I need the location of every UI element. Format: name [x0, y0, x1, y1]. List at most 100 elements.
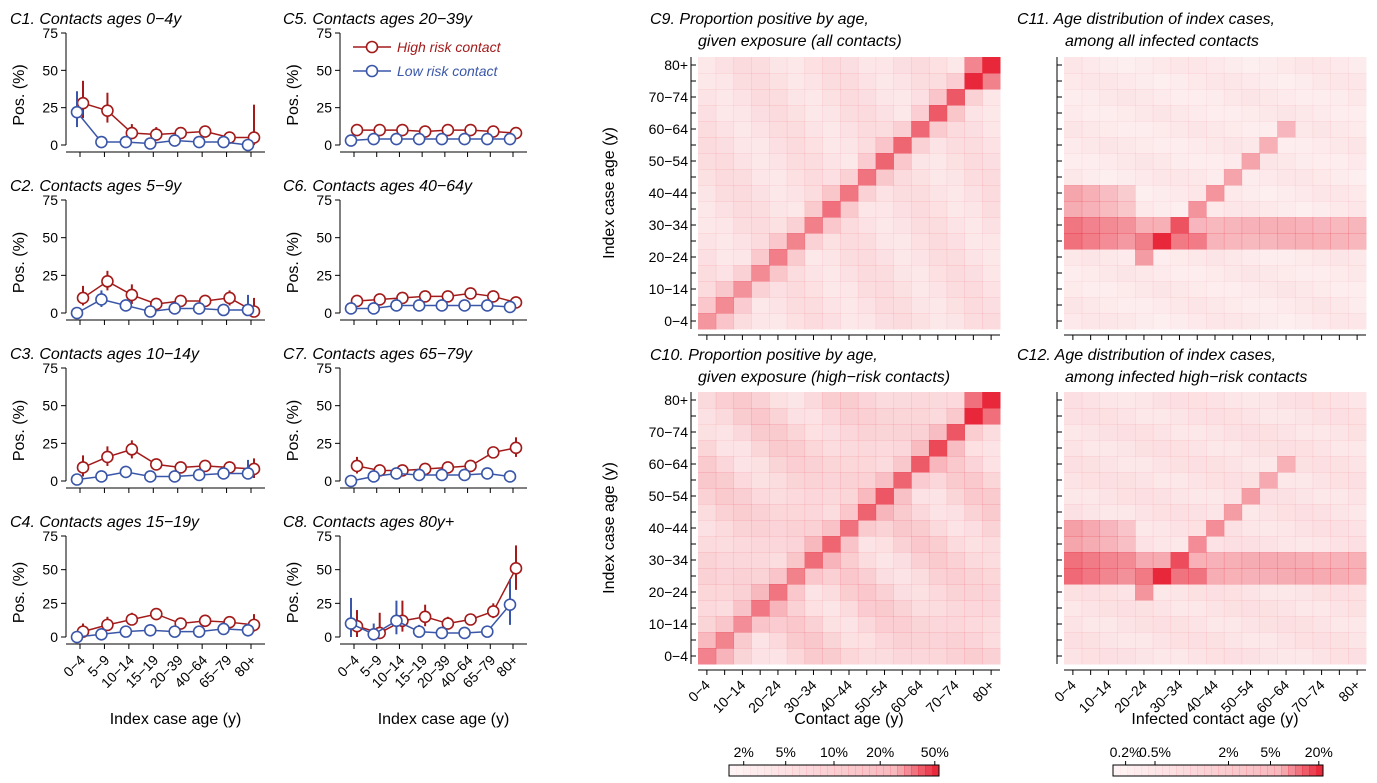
- heatmap-cell: [1135, 73, 1154, 90]
- colorbar-step: [1204, 765, 1212, 776]
- heatmap-cell: [911, 648, 930, 665]
- heatmap-cell: [1294, 440, 1314, 457]
- chart-subtitle: given exposure (high−risk contacts): [698, 369, 950, 386]
- heatmap-cell: [1081, 265, 1101, 282]
- colorbar-step: [883, 765, 891, 776]
- heatmap-cell: [751, 313, 770, 330]
- heatmap-cell: [1188, 648, 1207, 665]
- heatmap-cell: [1170, 233, 1189, 250]
- heatmap-cell: [1277, 488, 1296, 505]
- heatmap-cell: [1064, 105, 1083, 122]
- y-tick-label: 50−54: [649, 488, 689, 504]
- heatmap-cell: [1223, 105, 1243, 122]
- heatmap-cell: [928, 57, 948, 74]
- heatmap-cell: [1348, 488, 1367, 505]
- heatmap-cell: [804, 185, 823, 202]
- heatmap-cell: [715, 89, 735, 106]
- heatmap-cell: [769, 153, 788, 170]
- y-tick-label: 50: [42, 62, 58, 78]
- heatmap-cell: [1170, 632, 1189, 649]
- heatmap-cell: [751, 504, 770, 521]
- heatmap-cell: [822, 249, 841, 266]
- heatmap-cell: [1277, 520, 1296, 537]
- heatmap-cell: [911, 137, 930, 154]
- heatmap-cell: [1117, 504, 1136, 521]
- heatmap-cell: [1206, 440, 1225, 457]
- heatmap-cell: [769, 504, 788, 521]
- heatmap-cell: [769, 408, 788, 425]
- heatmap-cell: [1223, 632, 1243, 649]
- series-low-risk: [70, 622, 255, 644]
- heatmap-cell: [1188, 552, 1207, 569]
- heatmap-cell: [840, 504, 859, 521]
- heatmap-cell: [1223, 520, 1243, 537]
- heatmap-cell: [911, 297, 930, 314]
- heatmap-cell: [928, 313, 948, 330]
- y-tick-label: 75: [316, 25, 332, 41]
- heatmap-cell: [715, 456, 735, 473]
- heatmap-cell: [1312, 472, 1331, 489]
- heatmap-cell: [733, 57, 752, 74]
- heatmap-cell: [1294, 153, 1314, 170]
- heatmap-cell: [1206, 137, 1225, 154]
- heatmap-cell: [804, 648, 823, 665]
- heatmap-cell: [1277, 201, 1296, 218]
- heatmap-cell: [840, 616, 859, 633]
- heatmap-cell: [1223, 297, 1243, 314]
- heatmap-cell: [1294, 520, 1314, 537]
- heatmap-cell: [822, 217, 841, 234]
- heatmap-cell: [804, 265, 823, 282]
- heatmap-cell: [1152, 504, 1172, 521]
- heatmap-cell: [1348, 169, 1367, 186]
- colorbar-step: [1295, 765, 1303, 776]
- heatmap-cell: [893, 249, 912, 266]
- heatmap-cell: [928, 408, 948, 425]
- heatmap-cell: [964, 137, 983, 154]
- data-point: [480, 132, 494, 146]
- heatmap-cell: [751, 281, 770, 298]
- heatmap-cell: [1152, 137, 1172, 154]
- heatmap-cell: [715, 169, 735, 186]
- heatmap-cell: [911, 217, 930, 234]
- heatmap-cell: [857, 408, 877, 425]
- heatmap-cell: [1188, 536, 1207, 553]
- heatmap-cell: [928, 217, 948, 234]
- heatmap-cell: [751, 408, 770, 425]
- heatmap-cell: [1312, 584, 1331, 601]
- heatmap-cell: [1117, 392, 1136, 409]
- heatmap-cell: [928, 552, 948, 569]
- heatmap-cell: [1152, 424, 1172, 441]
- legend-marker: [365, 64, 379, 78]
- heatmap-cell: [751, 488, 770, 505]
- heatmap-cell: [804, 568, 823, 585]
- data-point: [503, 470, 517, 483]
- heatmap-cell: [715, 73, 735, 90]
- heatmap-cell: [1223, 456, 1243, 473]
- heatmap-cell: [1259, 137, 1278, 154]
- series-high-risk: [76, 440, 261, 478]
- heatmap-cell: [1099, 632, 1118, 649]
- heatmap-cell: [928, 201, 948, 218]
- series-low-risk: [70, 459, 255, 486]
- heatmap-cell: [1081, 169, 1101, 186]
- heatmap-cell: [1064, 648, 1083, 665]
- heatmap-cell: [1064, 217, 1083, 234]
- heatmap-cell: [964, 73, 983, 90]
- heatmap-cell: [1188, 153, 1207, 170]
- heatmap-cell: [1081, 472, 1101, 489]
- colorbar-frame: [1112, 764, 1324, 777]
- heatmap-cell: [822, 73, 841, 90]
- heatmap-cell: [822, 616, 841, 633]
- heatmap-cell: [875, 297, 894, 314]
- heatmap-cell: [1117, 552, 1136, 569]
- heatmap-cell: [840, 249, 859, 266]
- series-high-risk: [350, 437, 523, 477]
- heatmap-cell: [1312, 73, 1331, 90]
- heatmap-cell: [1081, 616, 1101, 633]
- heatmap-cell: [964, 169, 983, 186]
- heatmap-cell: [733, 217, 752, 234]
- heatmap-cell: [1223, 488, 1243, 505]
- heatmap-cell: [769, 217, 788, 234]
- chart-5: C5. Contacts ages 20−39y 0 25 50 75 Pos. (%) H…: [283, 11, 527, 157]
- data-point: [168, 470, 182, 483]
